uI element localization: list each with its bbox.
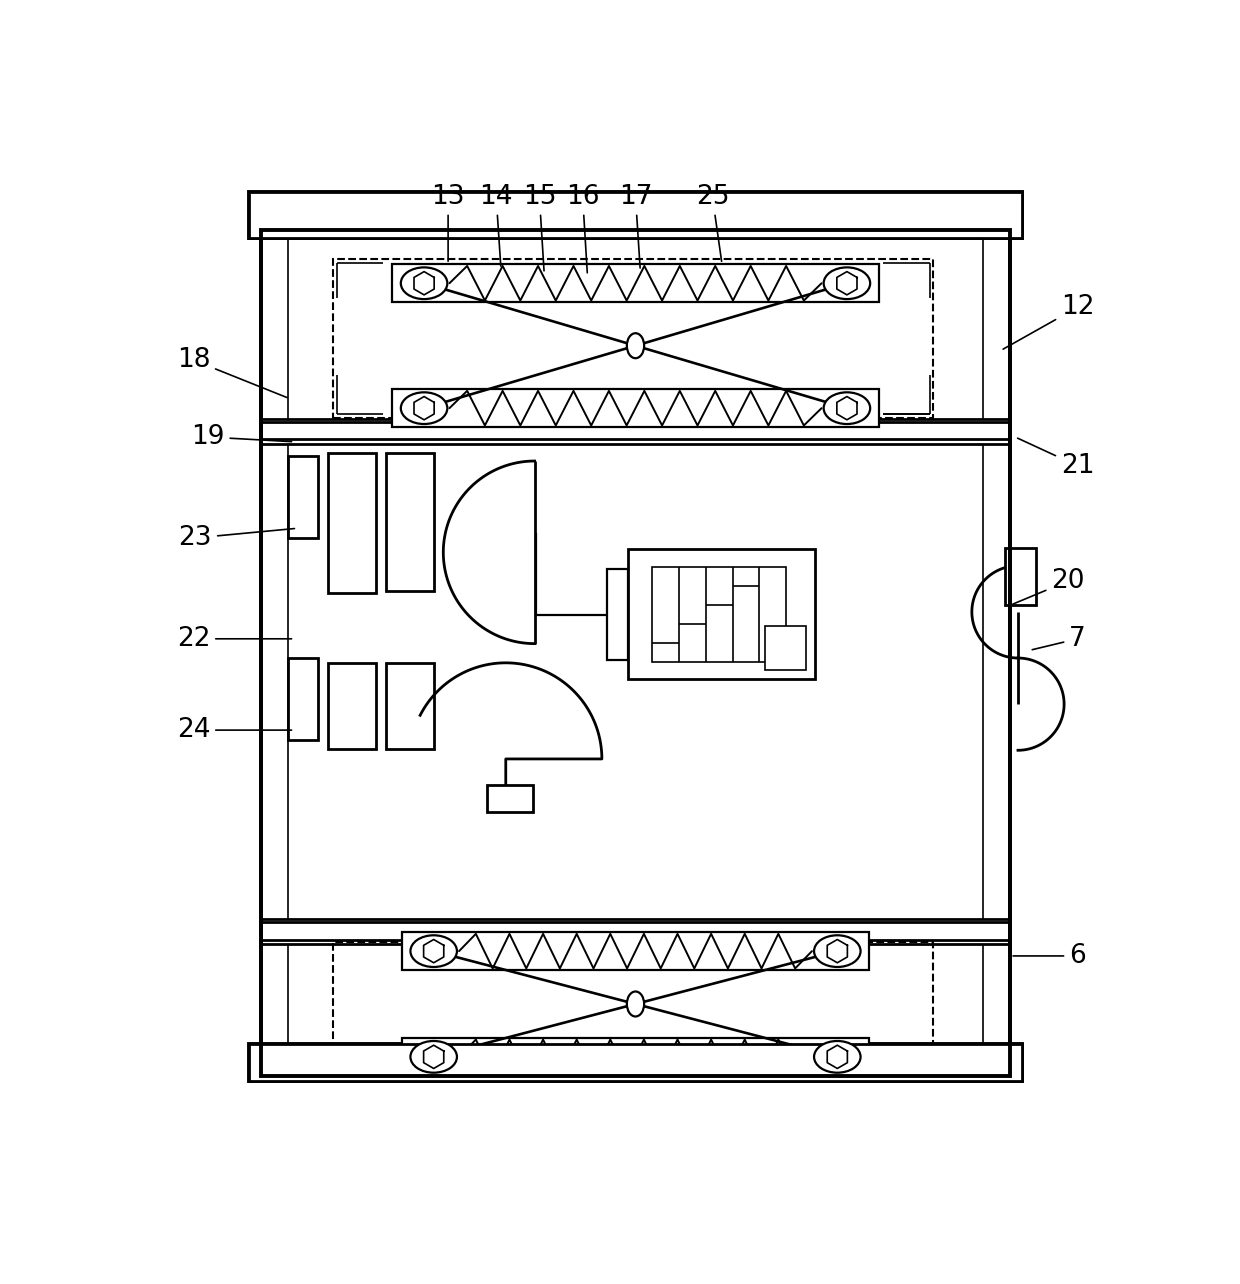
Polygon shape — [444, 461, 534, 643]
Bar — [327, 663, 376, 750]
Bar — [1006, 547, 1037, 605]
Bar — [249, 191, 1022, 238]
Text: 21: 21 — [1018, 438, 1095, 479]
Text: 7: 7 — [1032, 625, 1086, 652]
Bar — [765, 627, 806, 669]
Bar — [486, 785, 533, 811]
Bar — [402, 932, 869, 971]
Ellipse shape — [401, 267, 448, 299]
Bar — [249, 1044, 1022, 1081]
Text: 17: 17 — [619, 184, 652, 268]
Bar — [386, 453, 434, 591]
Bar — [260, 419, 1011, 444]
Text: 24: 24 — [176, 716, 291, 743]
Ellipse shape — [823, 393, 870, 424]
Bar — [260, 230, 1011, 1076]
Bar — [260, 230, 1011, 1076]
Bar — [386, 663, 434, 750]
Ellipse shape — [813, 935, 861, 967]
Text: 23: 23 — [179, 525, 294, 551]
Bar — [260, 230, 1011, 1076]
Bar — [332, 941, 934, 1067]
Bar — [260, 230, 1011, 1076]
Text: 18: 18 — [176, 347, 286, 398]
Bar — [606, 569, 627, 660]
Ellipse shape — [401, 393, 448, 424]
Ellipse shape — [627, 991, 644, 1017]
Bar — [392, 265, 879, 303]
Text: 14: 14 — [480, 184, 513, 266]
Bar — [327, 453, 376, 593]
Text: 19: 19 — [191, 424, 291, 449]
Text: 6: 6 — [1013, 942, 1086, 969]
Ellipse shape — [410, 1041, 458, 1072]
Bar — [332, 259, 934, 417]
Bar — [260, 919, 1011, 945]
Ellipse shape — [813, 1041, 861, 1072]
Bar — [652, 566, 786, 661]
Bar — [249, 1044, 1022, 1081]
Bar — [288, 456, 319, 538]
Bar — [249, 191, 1022, 238]
Text: 12: 12 — [1003, 294, 1095, 349]
Ellipse shape — [410, 935, 458, 967]
Ellipse shape — [823, 267, 870, 299]
Text: 22: 22 — [176, 625, 291, 652]
Ellipse shape — [627, 334, 644, 358]
Text: 13: 13 — [432, 184, 465, 261]
Text: 20: 20 — [1013, 568, 1085, 603]
Text: 25: 25 — [696, 184, 729, 261]
Bar — [288, 657, 319, 740]
Bar — [392, 389, 879, 428]
Bar — [402, 1037, 869, 1076]
Text: 16: 16 — [565, 184, 599, 272]
Bar — [627, 550, 815, 679]
Text: 15: 15 — [522, 184, 557, 271]
